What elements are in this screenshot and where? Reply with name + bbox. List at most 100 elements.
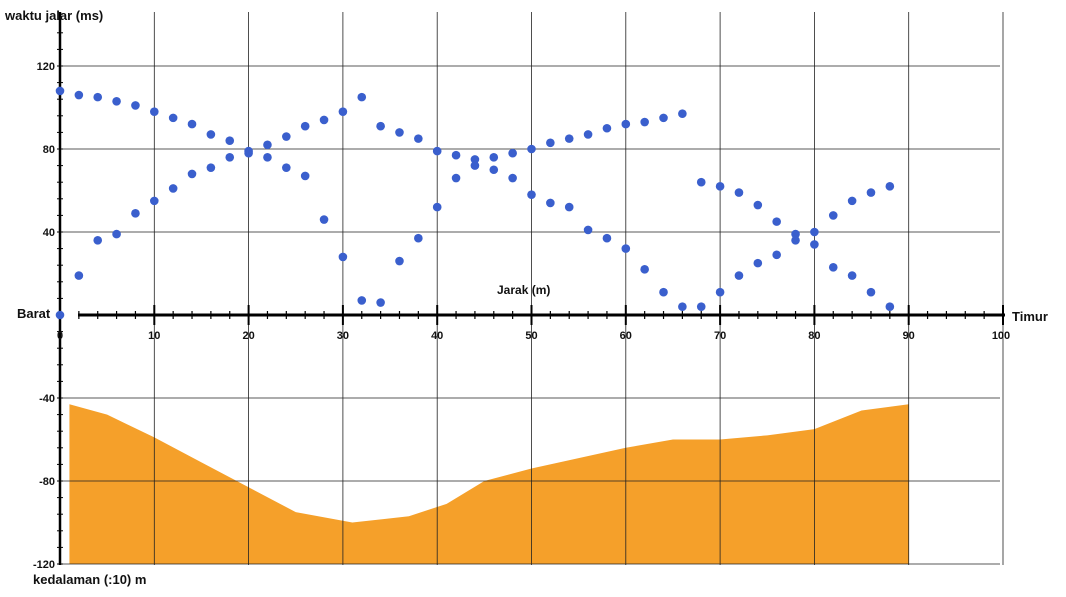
data-point xyxy=(338,252,348,262)
data-point xyxy=(583,225,593,235)
data-point xyxy=(489,153,499,162)
data-point xyxy=(828,262,838,272)
data-point xyxy=(696,302,706,312)
data-point xyxy=(414,233,423,243)
data-point xyxy=(810,240,819,249)
data-point xyxy=(112,229,121,239)
y-axis-label-bottom: kedalaman (:10) m xyxy=(33,572,146,587)
depth-area xyxy=(69,404,909,564)
data-point xyxy=(263,153,272,162)
data-point xyxy=(168,113,178,123)
data-point xyxy=(168,184,178,193)
data-point xyxy=(715,287,725,297)
data-point xyxy=(564,202,574,212)
data-point xyxy=(376,121,385,131)
data-point xyxy=(225,153,235,162)
x-tick-label: 70 xyxy=(714,330,726,342)
data-point xyxy=(715,182,725,191)
y-tick-label: -40 xyxy=(39,393,55,405)
data-point xyxy=(187,169,197,179)
data-point xyxy=(55,86,65,96)
data-point xyxy=(206,163,216,172)
data-point xyxy=(395,256,404,266)
data-point xyxy=(885,182,895,191)
data-point xyxy=(187,119,197,129)
x-tick-label: 20 xyxy=(242,330,254,342)
depth-area-layer xyxy=(69,404,909,564)
data-point xyxy=(376,298,385,307)
data-point xyxy=(338,107,348,116)
data-point xyxy=(225,136,235,145)
data-point xyxy=(772,250,781,260)
data-point xyxy=(282,163,291,172)
y-tick-label: 40 xyxy=(43,227,55,239)
data-point xyxy=(489,165,499,175)
data-point xyxy=(319,215,329,224)
y-tick-label: 80 xyxy=(43,144,55,156)
data-point xyxy=(621,244,631,253)
data-point xyxy=(847,271,857,280)
data-point xyxy=(866,188,876,197)
x-tick-label: 0 xyxy=(57,330,63,342)
points-layer xyxy=(55,86,895,320)
data-point xyxy=(263,140,272,150)
data-point xyxy=(602,123,612,133)
data-point xyxy=(885,302,895,312)
data-point xyxy=(678,109,687,119)
data-point xyxy=(564,134,574,143)
x-tick-label: 80 xyxy=(808,330,820,342)
data-point xyxy=(55,310,65,320)
x-tick-label: 10 xyxy=(148,330,160,342)
x-tick-label: 40 xyxy=(431,330,443,342)
data-point xyxy=(546,198,555,208)
data-point xyxy=(470,155,480,164)
data-point xyxy=(357,92,367,102)
data-point xyxy=(678,302,687,312)
data-point xyxy=(772,217,781,226)
data-point xyxy=(93,92,103,102)
data-point xyxy=(810,227,819,237)
data-point xyxy=(131,209,140,218)
y-tick-label: 120 xyxy=(37,61,55,73)
data-point xyxy=(395,128,404,137)
data-point xyxy=(451,150,461,160)
data-point xyxy=(508,173,517,183)
data-point xyxy=(508,148,517,158)
y-axis-label-top: waktu jalar (ms) xyxy=(4,8,103,23)
data-point xyxy=(451,173,461,183)
data-point xyxy=(150,107,159,116)
data-point xyxy=(828,211,838,220)
data-point xyxy=(414,134,423,143)
data-point xyxy=(93,236,103,245)
data-point xyxy=(734,271,744,280)
data-point xyxy=(866,287,876,297)
tick-labels-layer: 0 10 20 30 40 50 60 70 80 90 100 120 80 40 -40 -80 -120 xyxy=(33,61,1010,571)
data-point xyxy=(206,130,216,139)
data-point xyxy=(432,146,442,156)
data-point xyxy=(602,233,612,243)
data-point xyxy=(300,121,310,131)
y-tick-label: -80 xyxy=(39,476,55,488)
data-point xyxy=(847,196,857,206)
data-point xyxy=(300,171,310,181)
data-point xyxy=(131,101,140,110)
y-tick-label: -120 xyxy=(33,559,55,571)
data-point xyxy=(546,138,555,148)
data-point xyxy=(753,200,763,210)
data-point xyxy=(791,229,800,239)
data-point xyxy=(150,196,159,206)
data-point xyxy=(244,148,253,158)
data-point xyxy=(734,188,744,197)
data-point xyxy=(432,202,442,212)
data-point xyxy=(527,190,536,199)
data-point xyxy=(791,236,800,245)
x-axis-label: Jarak (m) xyxy=(497,283,550,297)
data-point xyxy=(74,271,84,280)
data-point xyxy=(319,115,329,125)
data-point xyxy=(583,130,593,139)
east-label: Timur xyxy=(1012,309,1048,324)
data-point xyxy=(74,90,84,100)
data-point xyxy=(621,119,631,129)
data-point xyxy=(753,258,763,268)
data-point xyxy=(640,117,649,127)
